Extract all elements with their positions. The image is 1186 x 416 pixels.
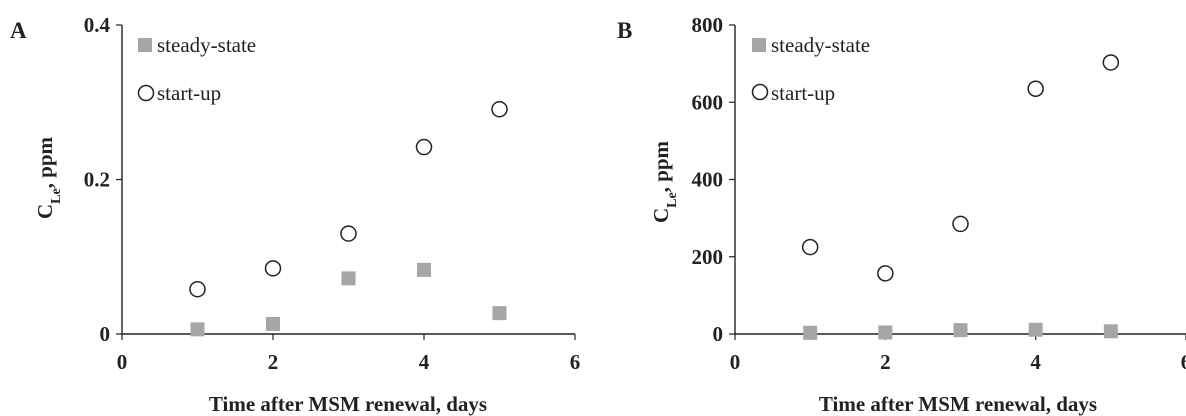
y-tick-label-b: 200: [692, 245, 724, 269]
data-point-start-up-a: [415, 138, 433, 156]
data-point-steady-state-b: [1028, 322, 1043, 337]
data-point-start-up-a: [491, 100, 508, 118]
data-point-steady-state-b: [1103, 324, 1118, 339]
legend-label-steady-state-a: steady-state: [157, 33, 256, 57]
x-tick-label-b: 0: [730, 350, 741, 374]
data-point-start-up-b: [952, 215, 969, 233]
legend-marker-start-up-a: [137, 84, 155, 102]
y-tick-label-b: 400: [692, 168, 724, 192]
y-tick-label-a: 0.4: [84, 13, 111, 37]
y-tick-label-a: 0: [100, 322, 111, 346]
data-point-start-up-b: [877, 265, 894, 282]
y-tick-label-b: 600: [692, 90, 724, 114]
y-tick-label-b: 800: [692, 13, 724, 37]
x-axis-title-a: Time after MSM renewal, days: [209, 392, 487, 416]
legend-label-start-up-a: start-up: [157, 81, 221, 105]
x-tick-label-a: 6: [570, 350, 581, 374]
y-axis-title-a: CLe, ppm: [33, 136, 64, 219]
data-point-steady-state-a: [190, 322, 205, 337]
chart-panel-b: B CLe, ppm Time after MSM renewal, days …: [617, 13, 1186, 416]
y-tick-label-b: 0: [713, 322, 724, 346]
x-tick-label-a: 4: [419, 350, 430, 374]
panel-label-b: B: [617, 18, 632, 43]
data-point-steady-state-a: [417, 262, 431, 277]
data-point-steady-state-a: [341, 271, 356, 286]
y-tick-label-a: 0.2: [84, 168, 110, 192]
x-tick-label-a: 0: [117, 350, 128, 374]
legend-marker-steady-state-b: [752, 38, 766, 52]
legend-marker-start-up-b: [751, 83, 769, 101]
x-tick-label-b: 2: [880, 350, 891, 374]
x-tick-label-a: 2: [268, 350, 279, 374]
x-tick-label-b: 4: [1030, 350, 1041, 374]
data-point-steady-state-a: [266, 316, 280, 331]
data-point-start-up-b: [1027, 80, 1044, 97]
data-point-start-up-a: [340, 225, 357, 242]
data-point-start-up-a: [189, 280, 206, 298]
legend-label-steady-state-b: steady-state: [771, 33, 870, 57]
x-tick-label-b: 6: [1181, 350, 1186, 374]
panel-label-a: A: [10, 18, 27, 43]
data-point-steady-state-b: [878, 325, 893, 340]
legend-a: steady-state start-up: [137, 33, 256, 105]
data-point-steady-state-b: [803, 325, 818, 340]
chart-panel-a: A Time after MSM renewal, days CLe, ppm …: [10, 13, 580, 416]
data-point-steady-state-b: [953, 323, 968, 338]
legend-label-start-up-b: start-up: [771, 81, 835, 105]
data-point-start-up-a: [264, 260, 282, 277]
data-point-start-up-b: [1102, 54, 1120, 71]
data-point-start-up-b: [801, 238, 819, 256]
x-axis-title-b: Time after MSM renewal, days: [819, 392, 1097, 416]
legend-marker-steady-state-a: [138, 38, 152, 52]
data-point-steady-state-a: [492, 306, 507, 321]
y-axis-title-b: CLe, ppm: [649, 140, 680, 223]
legend-b: steady-state start-up: [751, 33, 870, 105]
